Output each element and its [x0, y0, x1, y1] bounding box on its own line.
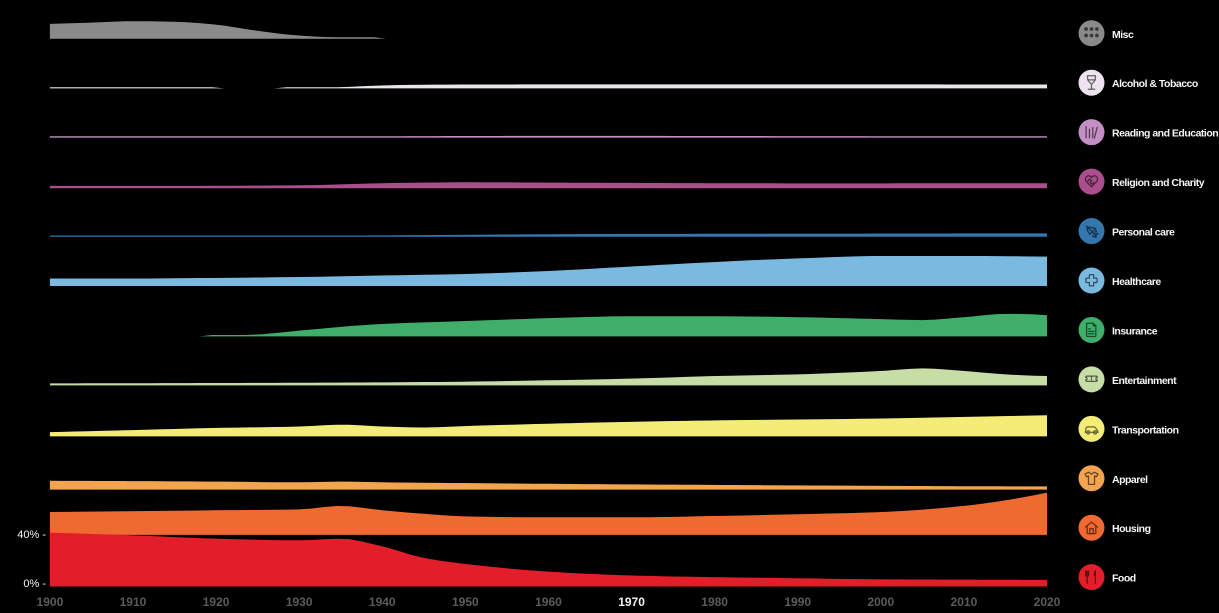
svg-text:1920: 1920	[203, 595, 230, 609]
svg-text:Transportation: Transportation	[1112, 424, 1179, 436]
svg-text:2000: 2000	[867, 595, 894, 609]
svg-text:Apparel: Apparel	[1112, 474, 1148, 486]
svg-text:40% -: 40% -	[17, 529, 46, 541]
svg-text:1980: 1980	[701, 595, 728, 609]
svg-text:Food: Food	[1112, 573, 1136, 585]
svg-text:2010: 2010	[951, 595, 978, 609]
svg-text:1950: 1950	[452, 595, 479, 609]
svg-text:1960: 1960	[535, 595, 562, 609]
svg-text:Entertainment: Entertainment	[1112, 375, 1177, 387]
svg-text:1900: 1900	[37, 595, 64, 609]
svg-text:1970: 1970	[618, 595, 645, 609]
svg-text:Insurance: Insurance	[1112, 325, 1158, 337]
svg-text:1930: 1930	[286, 595, 313, 609]
svg-text:Personal care: Personal care	[1112, 227, 1175, 239]
svg-text:Healthcare: Healthcare	[1112, 276, 1161, 288]
svg-text:Alcohol & Tobacco: Alcohol & Tobacco	[1112, 78, 1198, 90]
svg-text:Misc: Misc	[1112, 29, 1134, 41]
svg-text:Religion and Charity: Religion and Charity	[1112, 177, 1205, 189]
svg-text:1910: 1910	[120, 595, 147, 609]
svg-text:1940: 1940	[369, 595, 396, 609]
svg-text:0% -: 0% -	[23, 578, 46, 590]
svg-text:2020: 2020	[1034, 595, 1061, 609]
svg-text:1990: 1990	[784, 595, 811, 609]
svg-text:Housing: Housing	[1112, 523, 1151, 535]
svg-text:Reading and Education: Reading and Education	[1112, 128, 1218, 140]
